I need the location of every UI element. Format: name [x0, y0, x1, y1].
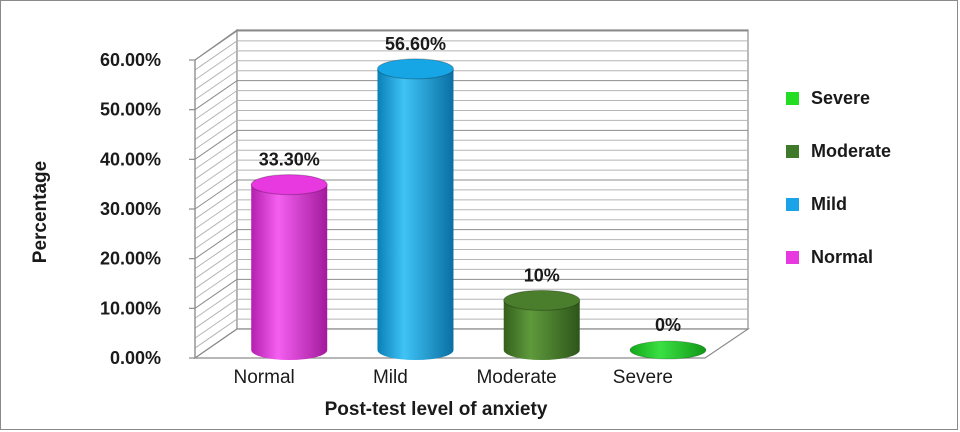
y-tick-label: 0.00%	[110, 348, 161, 368]
gridline-side	[194, 50, 238, 81]
gridline-side	[194, 159, 238, 190]
y-tick-label: 20.00%	[100, 249, 161, 269]
y-tick-label: 60.00%	[100, 50, 161, 70]
legend-label: Mild	[811, 194, 847, 214]
x-tick-label: Normal	[234, 367, 295, 388]
gridline-side	[194, 328, 238, 359]
bar-severe	[629, 340, 707, 360]
gridline-side	[194, 229, 238, 260]
gridline-side	[194, 298, 238, 329]
x-tick-label: Severe	[613, 367, 673, 388]
legend-swatch	[786, 251, 799, 264]
legend: Severe Moderate Mild Normal	[786, 88, 891, 267]
legend-label: Severe	[811, 88, 870, 108]
y-tick-label: 50.00%	[100, 100, 161, 120]
gridline-side	[194, 268, 238, 299]
gridline-side	[194, 30, 238, 61]
x-axis-title: Post-test level of anxiety	[325, 399, 548, 420]
gridline-side	[194, 70, 238, 101]
gridline-side	[194, 288, 238, 319]
x-tick-label: Mild	[373, 367, 408, 388]
gridline-side	[194, 119, 238, 150]
gridline-side	[194, 189, 238, 220]
gridline-side	[194, 110, 238, 140]
bar-top	[503, 289, 581, 311]
bar-normal	[250, 174, 328, 361]
gridline-side	[194, 239, 238, 270]
gridline-side	[194, 259, 238, 289]
y-tick-label: 30.00%	[100, 199, 161, 219]
gridline-side	[194, 129, 238, 160]
legend-swatch	[786, 92, 799, 105]
gridline-side	[194, 209, 238, 240]
gridline-side	[194, 80, 238, 111]
gridline-side	[194, 308, 238, 339]
bar-body	[503, 300, 580, 361]
bar-top	[629, 340, 707, 360]
gridline-side	[194, 318, 238, 349]
data-label-mild: 56.60%	[385, 34, 446, 54]
y-axis-title: Percentage	[30, 161, 51, 263]
gridline-side	[194, 179, 238, 210]
bar-top	[376, 58, 454, 80]
gridline-side	[194, 100, 238, 130]
y-tick-label: 40.00%	[100, 149, 161, 169]
bar-moderate	[503, 289, 581, 361]
gridline-side	[194, 60, 238, 91]
gridline-side	[194, 40, 238, 71]
bar-top	[250, 174, 328, 196]
bar-mild	[376, 58, 454, 361]
gridline-side	[194, 199, 238, 230]
gridline-side	[194, 278, 238, 309]
legend-swatch	[786, 145, 799, 158]
gridline-side	[194, 90, 238, 121]
gridline-side	[194, 219, 238, 250]
bar-body	[377, 68, 454, 361]
x-tick-label: Moderate	[476, 367, 556, 388]
data-label-normal: 33.30%	[259, 150, 320, 170]
gridline-side	[194, 169, 238, 200]
gridline-side	[194, 249, 238, 279]
gridline-side	[194, 139, 238, 170]
legend-label: Moderate	[811, 141, 891, 161]
legend-swatch	[786, 198, 799, 211]
gridline-side	[194, 149, 238, 180]
y-tick-label: 10.00%	[100, 298, 161, 318]
bar-body	[251, 184, 328, 361]
legend-label: Normal	[811, 247, 873, 267]
data-label-moderate: 10%	[524, 265, 560, 285]
data-label-severe: 0%	[655, 315, 681, 335]
